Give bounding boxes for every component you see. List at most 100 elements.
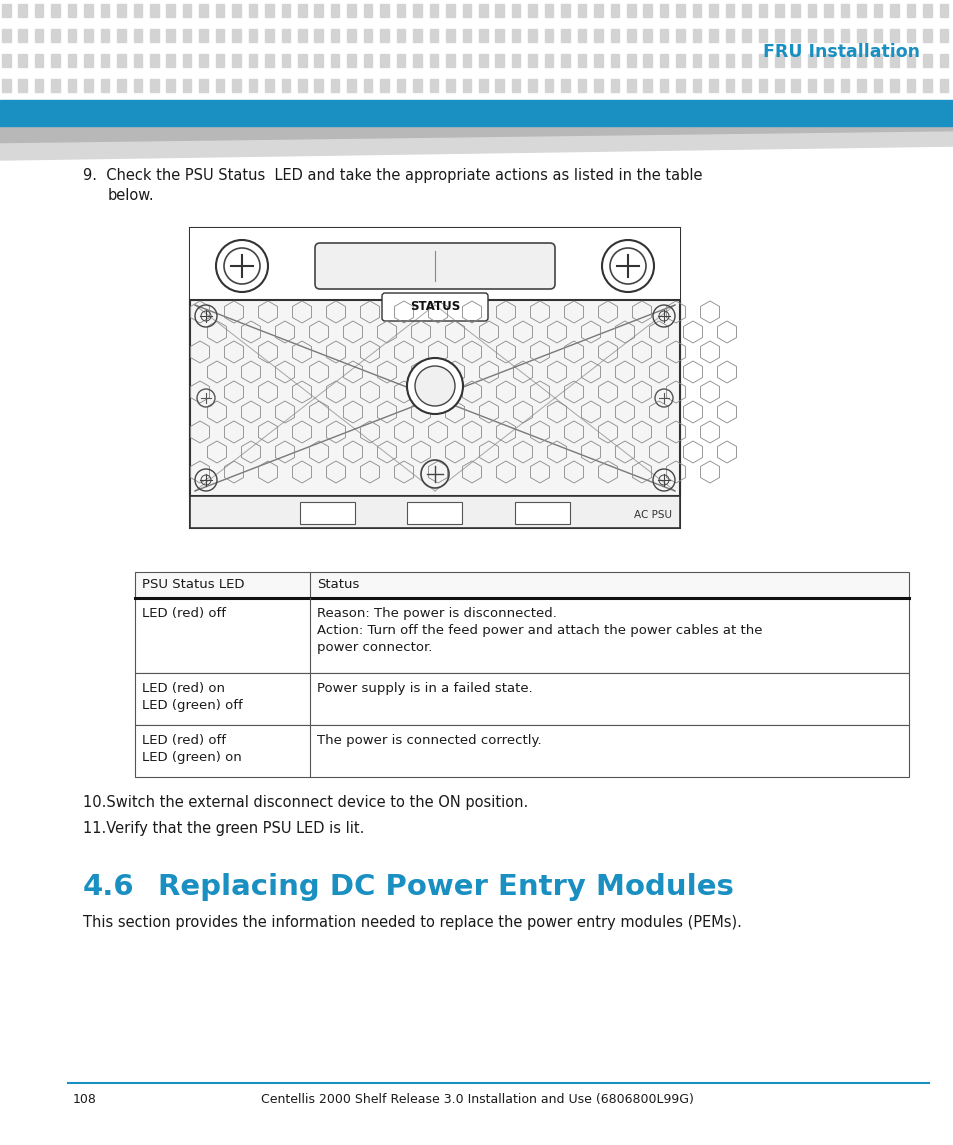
- Bar: [51, 3, 60, 17]
- Bar: [183, 3, 192, 17]
- Bar: [0, 100, 953, 126]
- Bar: [528, 29, 537, 41]
- Bar: [873, 79, 882, 92]
- Bar: [18, 79, 27, 92]
- Bar: [642, 29, 651, 41]
- Bar: [2, 79, 10, 92]
- Bar: [626, 54, 635, 66]
- Bar: [429, 29, 437, 41]
- Bar: [281, 79, 290, 92]
- Bar: [774, 54, 782, 66]
- Bar: [249, 29, 257, 41]
- Bar: [478, 54, 487, 66]
- Bar: [676, 3, 684, 17]
- Bar: [331, 54, 339, 66]
- Bar: [462, 54, 471, 66]
- Bar: [150, 3, 158, 17]
- Bar: [380, 54, 389, 66]
- Bar: [215, 54, 224, 66]
- Bar: [512, 3, 520, 17]
- Bar: [35, 79, 44, 92]
- Bar: [363, 79, 372, 92]
- Bar: [190, 228, 679, 528]
- Bar: [528, 3, 537, 17]
- Bar: [462, 3, 471, 17]
- Text: LED (red) off: LED (red) off: [142, 607, 226, 619]
- Bar: [708, 79, 717, 92]
- Bar: [232, 54, 240, 66]
- FancyBboxPatch shape: [314, 243, 555, 289]
- Bar: [265, 79, 274, 92]
- Bar: [857, 54, 865, 66]
- Bar: [331, 79, 339, 92]
- Bar: [84, 3, 92, 17]
- Bar: [101, 3, 109, 17]
- Text: LED (red) off: LED (red) off: [142, 734, 226, 747]
- Bar: [265, 3, 274, 17]
- Bar: [135, 598, 908, 673]
- Bar: [51, 29, 60, 41]
- Bar: [117, 3, 126, 17]
- Bar: [873, 3, 882, 17]
- Bar: [857, 3, 865, 17]
- Text: Replacing DC Power Entry Modules: Replacing DC Power Entry Modules: [158, 872, 733, 901]
- Text: 9.  Check the PSU Status  LED and take the appropriate actions as listed in the : 9. Check the PSU Status LED and take the…: [83, 168, 701, 183]
- Bar: [68, 79, 76, 92]
- Bar: [429, 3, 437, 17]
- Bar: [68, 3, 76, 17]
- Bar: [314, 79, 323, 92]
- Text: 4.6: 4.6: [83, 872, 134, 901]
- Bar: [741, 54, 750, 66]
- Bar: [249, 79, 257, 92]
- Bar: [133, 29, 142, 41]
- Bar: [51, 54, 60, 66]
- Bar: [117, 79, 126, 92]
- Bar: [380, 3, 389, 17]
- Bar: [166, 29, 174, 41]
- Polygon shape: [0, 126, 953, 148]
- Bar: [889, 79, 898, 92]
- Text: below.: below.: [108, 188, 154, 203]
- Bar: [692, 79, 700, 92]
- Text: AC PSU: AC PSU: [634, 510, 671, 520]
- Bar: [515, 502, 570, 524]
- Bar: [840, 29, 848, 41]
- Bar: [774, 3, 782, 17]
- Bar: [135, 572, 908, 598]
- Bar: [594, 29, 602, 41]
- Bar: [347, 29, 355, 41]
- Text: Reason: The power is disconnected.: Reason: The power is disconnected.: [316, 607, 557, 619]
- Text: Status: Status: [316, 578, 359, 592]
- Bar: [462, 29, 471, 41]
- Bar: [939, 54, 947, 66]
- Bar: [939, 29, 947, 41]
- Bar: [923, 54, 931, 66]
- Bar: [446, 79, 455, 92]
- Text: 10.Switch the external disconnect device to the ON position.: 10.Switch the external disconnect device…: [83, 795, 528, 810]
- Bar: [889, 29, 898, 41]
- Text: LED (green) on: LED (green) on: [142, 751, 241, 764]
- Bar: [758, 79, 766, 92]
- Bar: [297, 3, 306, 17]
- Bar: [626, 79, 635, 92]
- Bar: [281, 3, 290, 17]
- Bar: [692, 54, 700, 66]
- Bar: [791, 3, 800, 17]
- Bar: [150, 79, 158, 92]
- Bar: [413, 29, 421, 41]
- Bar: [528, 54, 537, 66]
- Bar: [446, 3, 455, 17]
- Bar: [446, 29, 455, 41]
- Bar: [923, 3, 931, 17]
- Bar: [725, 54, 734, 66]
- Bar: [215, 3, 224, 17]
- Bar: [741, 79, 750, 92]
- Bar: [544, 79, 553, 92]
- Bar: [446, 54, 455, 66]
- Bar: [495, 3, 503, 17]
- Text: LED (green) off: LED (green) off: [142, 698, 242, 712]
- Bar: [35, 3, 44, 17]
- Bar: [791, 79, 800, 92]
- Bar: [190, 228, 679, 300]
- Bar: [725, 3, 734, 17]
